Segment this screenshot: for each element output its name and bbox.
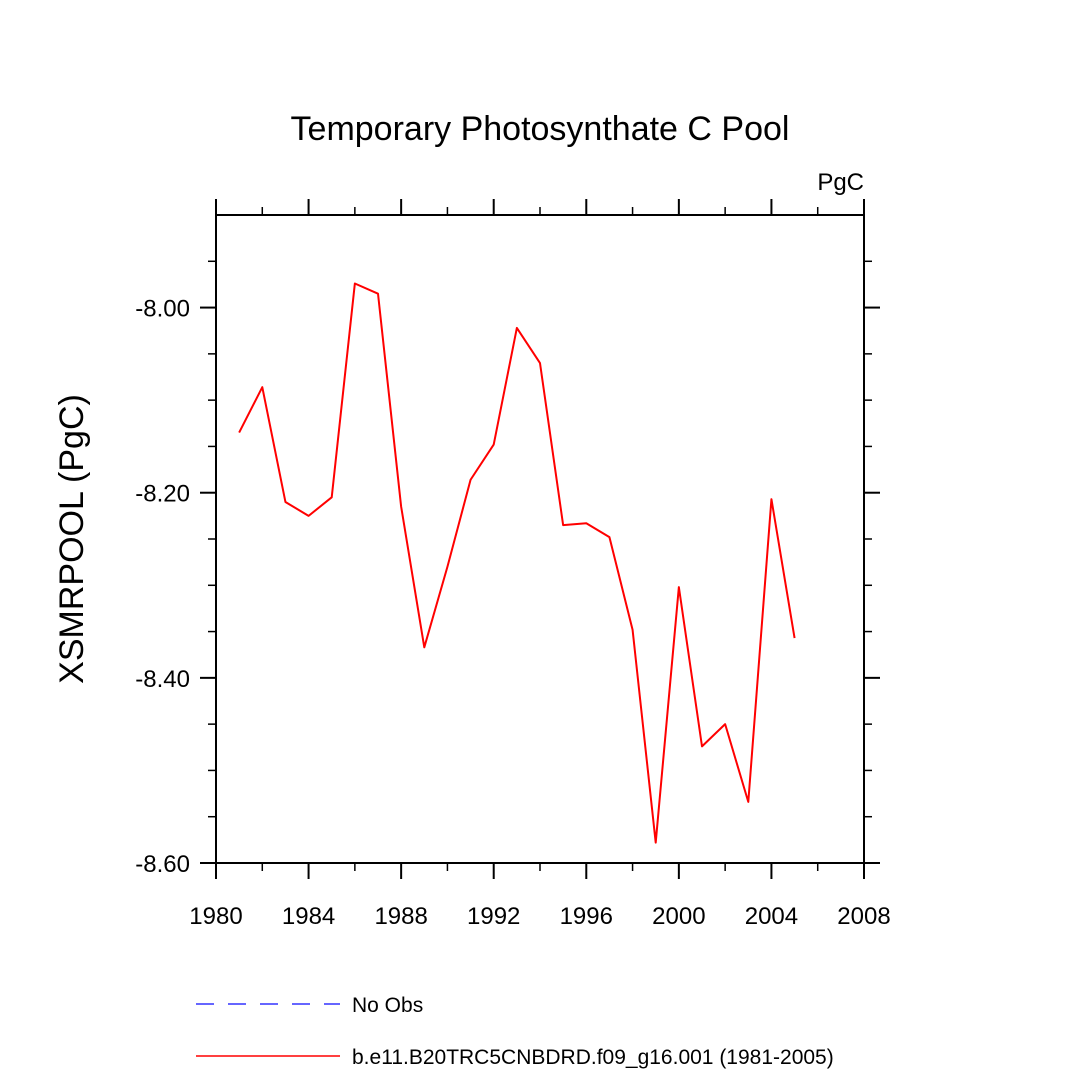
legend-label: b.e11.B20TRC5CNBDRD.f09_g16.001 (1981-20… bbox=[352, 1046, 834, 1069]
plot-frame bbox=[215, 214, 865, 864]
legend: No Obs b.e11.B20TRC5CNBDRD.f09_g16.001 (1… bbox=[196, 994, 834, 1069]
y-tick-label: -8.20 bbox=[135, 481, 190, 508]
chart-title: Temporary Photosynthate C Pool bbox=[291, 110, 790, 148]
series-line bbox=[238, 282, 796, 844]
x-tick-label: 1980 bbox=[189, 903, 242, 930]
legend-label: No Obs bbox=[352, 994, 423, 1017]
x-tick-label: 1996 bbox=[560, 903, 613, 930]
axis-ticks: 1980 1984 1988 1992 1996 2000 2004 2008 -8.00 -8.… bbox=[135, 199, 891, 930]
units-label: PgC bbox=[817, 169, 864, 196]
y-tick-label: -8.40 bbox=[135, 666, 190, 693]
x-tick-label: 1984 bbox=[282, 903, 335, 930]
x-tick-label: 2008 bbox=[837, 903, 890, 930]
y-tick-label: -8.60 bbox=[135, 851, 190, 878]
y-tick-label: -8.00 bbox=[135, 296, 190, 323]
series-layer bbox=[238, 282, 796, 844]
x-tick-label: 2000 bbox=[652, 903, 705, 930]
x-tick-label: 2004 bbox=[745, 903, 798, 930]
y-axis-label: XSMRPOOL (PgC) bbox=[53, 394, 91, 684]
x-tick-label: 1992 bbox=[467, 903, 520, 930]
x-tick-label: 1988 bbox=[374, 903, 427, 930]
